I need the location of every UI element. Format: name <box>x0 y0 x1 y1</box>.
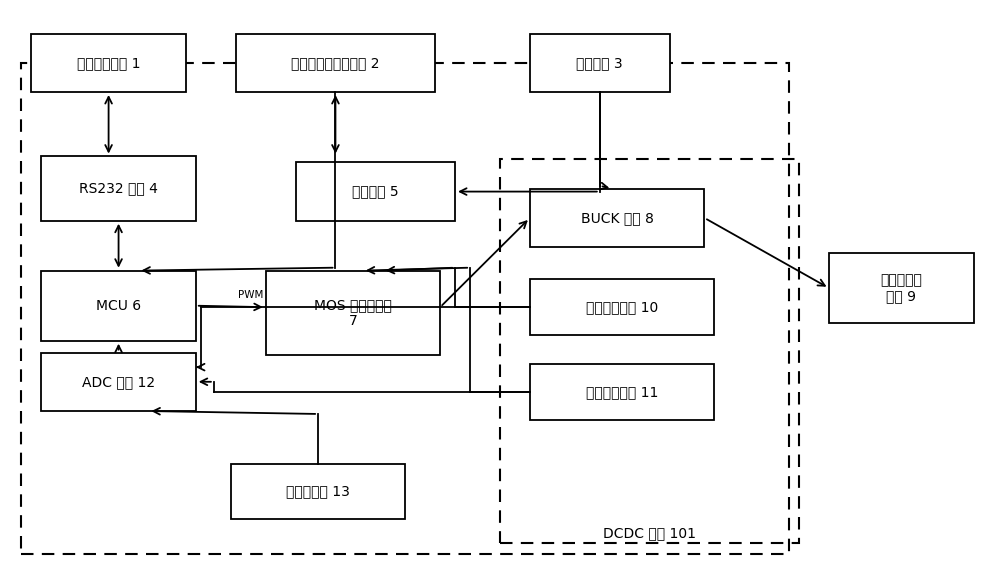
FancyBboxPatch shape <box>530 364 714 420</box>
FancyBboxPatch shape <box>41 156 196 221</box>
Text: ADC 模块 12: ADC 模块 12 <box>82 375 155 389</box>
FancyBboxPatch shape <box>231 464 405 519</box>
FancyBboxPatch shape <box>31 34 186 92</box>
FancyBboxPatch shape <box>530 34 670 92</box>
Text: 电压测量电路 10: 电压测量电路 10 <box>586 300 658 314</box>
FancyBboxPatch shape <box>530 279 714 335</box>
Text: 电流测量电路 11: 电流测量电路 11 <box>586 385 658 399</box>
Text: MOS 管驱动模块
7: MOS 管驱动模块 7 <box>314 298 392 328</box>
Text: BUCK 电路 8: BUCK 电路 8 <box>581 211 654 225</box>
FancyBboxPatch shape <box>236 34 435 92</box>
Text: DCDC 模块 101: DCDC 模块 101 <box>603 526 696 540</box>
FancyBboxPatch shape <box>829 253 974 323</box>
Text: 电源模块 5: 电源模块 5 <box>352 185 399 199</box>
Text: 电源接口 3: 电源接口 3 <box>576 56 623 70</box>
Text: 远程控制接口 1: 远程控制接口 1 <box>77 56 140 70</box>
Text: MCU 6: MCU 6 <box>96 299 141 313</box>
Text: 激光二极管
接口 9: 激光二极管 接口 9 <box>880 273 922 303</box>
Text: 温度传感器 13: 温度传感器 13 <box>286 485 350 499</box>
FancyBboxPatch shape <box>41 270 196 341</box>
FancyBboxPatch shape <box>296 162 455 221</box>
FancyBboxPatch shape <box>266 270 440 356</box>
FancyBboxPatch shape <box>41 353 196 411</box>
Text: 电流设定和反馈接口 2: 电流设定和反馈接口 2 <box>291 56 380 70</box>
Text: RS232 接口 4: RS232 接口 4 <box>79 182 158 196</box>
FancyBboxPatch shape <box>530 189 704 247</box>
Text: PWM: PWM <box>238 290 263 300</box>
